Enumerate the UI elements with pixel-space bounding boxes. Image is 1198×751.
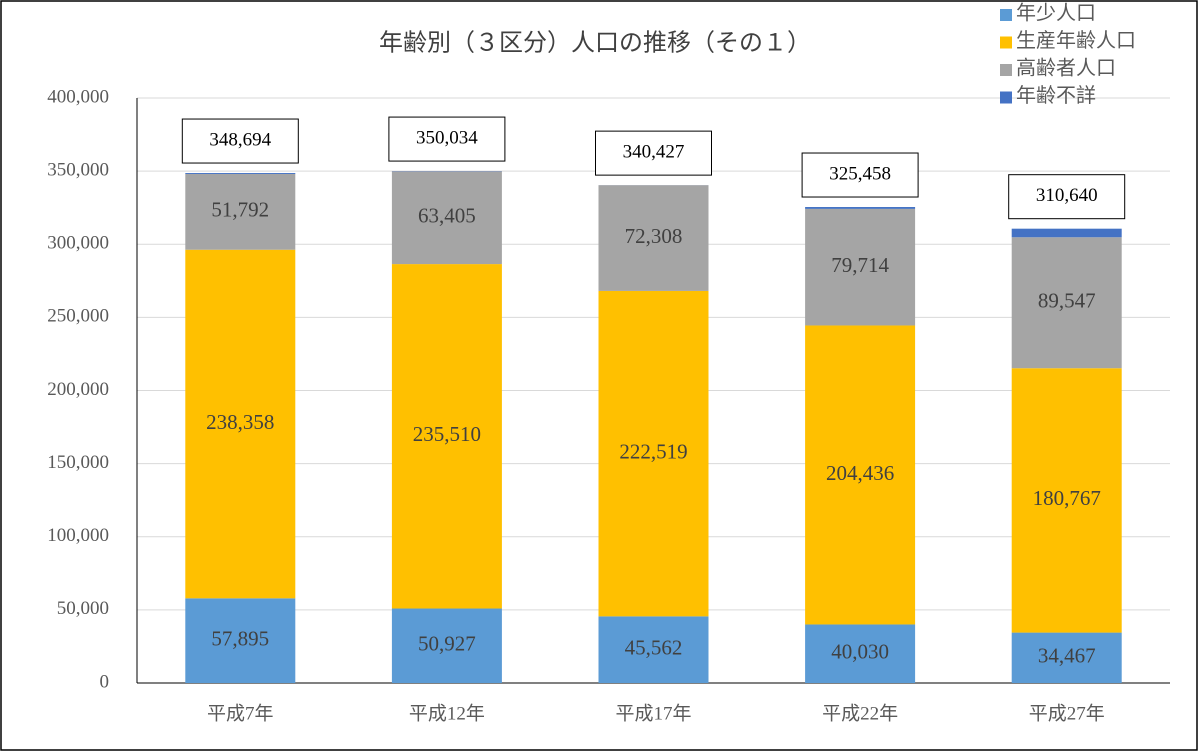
bar-segment	[805, 208, 916, 326]
bar-segment	[1011, 368, 1122, 633]
data-label: 57,895	[211, 626, 269, 650]
y-tick-label: 50,000	[57, 598, 109, 619]
data-label: 50,927	[418, 632, 476, 656]
bar-segment	[185, 173, 296, 174]
bar-segment	[805, 325, 916, 625]
x-tick-label: 平成7年	[207, 702, 274, 724]
total-box	[801, 152, 919, 198]
bar-segment	[1011, 632, 1122, 683]
legend-label: 生産年齢人口	[1016, 29, 1136, 52]
bar-segment	[185, 173, 296, 250]
total-box	[181, 118, 299, 164]
data-label: 238,358	[206, 410, 274, 434]
y-tick-label: 100,000	[47, 525, 109, 546]
bar-segment	[805, 207, 916, 209]
bar-segment	[391, 264, 502, 609]
x-tick-label: 平成12年	[409, 702, 485, 724]
bar-segment	[598, 290, 709, 617]
total-label: 310,640	[1036, 185, 1098, 206]
bar-segment	[1011, 228, 1122, 238]
total-label: 348,694	[209, 129, 271, 150]
data-label: 51,792	[211, 198, 269, 222]
data-label: 180,767	[1033, 486, 1101, 510]
data-label: 89,547	[1038, 289, 1096, 313]
data-label: 222,519	[619, 439, 687, 463]
data-label: 34,467	[1038, 644, 1096, 668]
x-tick-label: 平成27年	[1029, 702, 1105, 724]
data-label: 235,510	[413, 422, 481, 446]
data-label: 63,405	[418, 204, 476, 228]
bar-segment	[1011, 237, 1122, 369]
total-label: 340,427	[623, 141, 685, 162]
data-label: 40,030	[831, 640, 889, 664]
data-label: 79,714	[831, 253, 889, 277]
data-label: 204,436	[826, 461, 894, 485]
y-tick-label: 400,000	[47, 86, 109, 107]
y-tick-label: 0	[100, 671, 110, 692]
bar-segment	[805, 624, 916, 683]
y-tick-label: 250,000	[47, 306, 109, 327]
legend-swatch	[1000, 64, 1012, 76]
data-label: 72,308	[625, 224, 683, 248]
bar-segment	[185, 598, 296, 683]
legend-label: 高齢者人口	[1016, 57, 1116, 80]
x-tick-label: 平成22年	[822, 702, 898, 724]
y-tick-label: 150,000	[47, 452, 109, 473]
legend-swatch	[1000, 36, 1012, 49]
legend-label: 年齢不詳	[1016, 84, 1096, 107]
chart-title: 年齢別（３区分）人口の推移（その１）	[379, 30, 811, 57]
legend-swatch	[1000, 91, 1012, 104]
legend-label: 年少人口	[1016, 2, 1096, 25]
bar-segment	[391, 608, 502, 683]
total-box	[1008, 174, 1126, 220]
bar-segment	[598, 185, 709, 291]
x-tick-label: 平成17年	[615, 702, 691, 724]
total-box	[388, 116, 506, 162]
y-tick-label: 300,000	[47, 233, 109, 254]
data-label: 45,562	[625, 635, 683, 659]
y-tick-label: 350,000	[47, 159, 109, 180]
bar-segment	[391, 171, 502, 265]
legend-swatch	[1000, 9, 1012, 21]
bar-segment	[598, 616, 709, 683]
total-label: 325,458	[829, 163, 891, 184]
total-label: 350,034	[416, 127, 478, 148]
y-tick-label: 200,000	[47, 379, 109, 400]
bar-segment	[185, 249, 296, 599]
total-box	[595, 130, 712, 176]
